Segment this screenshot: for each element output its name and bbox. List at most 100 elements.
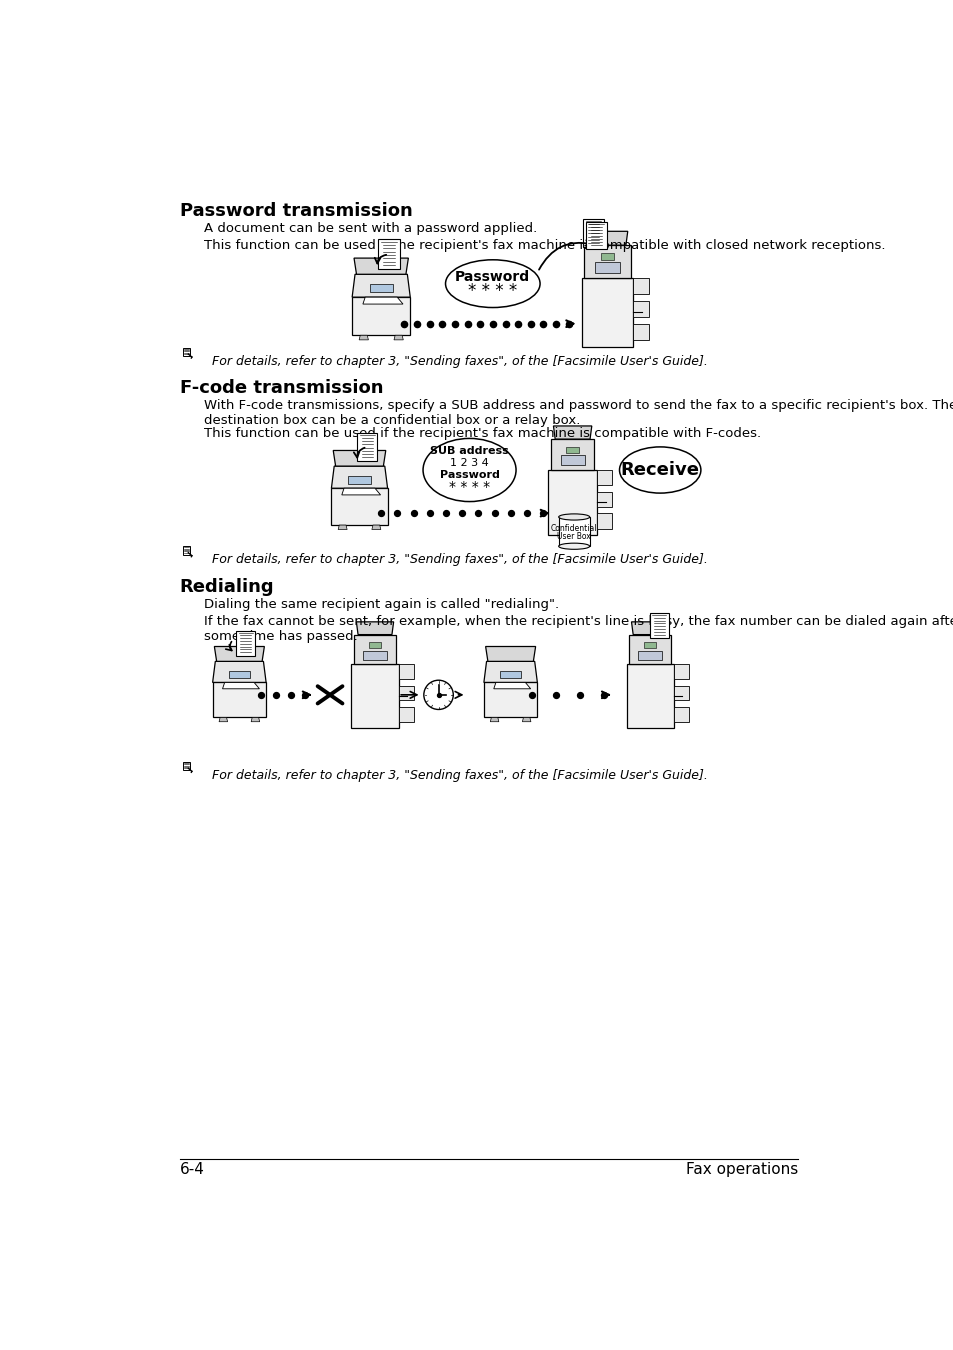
Polygon shape [352, 297, 410, 335]
Polygon shape [358, 335, 368, 340]
Polygon shape [333, 451, 385, 466]
Polygon shape [597, 470, 612, 485]
Polygon shape [222, 682, 259, 688]
Text: Password transmission: Password transmission [179, 202, 412, 220]
FancyBboxPatch shape [595, 262, 619, 273]
Polygon shape [183, 547, 190, 555]
Text: User Box: User Box [557, 532, 591, 541]
Polygon shape [362, 297, 402, 304]
Polygon shape [356, 433, 377, 460]
FancyBboxPatch shape [499, 671, 520, 678]
Text: 1 2 3 4: 1 2 3 4 [450, 458, 488, 468]
Point [431, 684, 446, 706]
Polygon shape [587, 231, 627, 246]
Polygon shape [213, 662, 266, 682]
Polygon shape [550, 439, 594, 470]
Point [548, 313, 563, 335]
Point [486, 502, 501, 524]
Polygon shape [398, 686, 413, 701]
Point [502, 502, 517, 524]
Point [485, 313, 500, 335]
Ellipse shape [558, 543, 589, 549]
Polygon shape [337, 525, 347, 529]
FancyBboxPatch shape [229, 671, 250, 678]
Polygon shape [331, 489, 387, 525]
Text: * * * *: * * * * [468, 282, 517, 300]
Point [470, 502, 485, 524]
Polygon shape [673, 707, 688, 722]
Text: Redialing: Redialing [179, 578, 274, 595]
Text: A document can be sent with a password applied.: A document can be sent with a password a… [204, 221, 537, 235]
Polygon shape [354, 258, 408, 274]
Polygon shape [633, 278, 649, 294]
Polygon shape [597, 513, 612, 529]
Polygon shape [584, 246, 630, 278]
Point [454, 502, 469, 524]
Point [548, 684, 563, 706]
FancyBboxPatch shape [363, 651, 386, 660]
FancyBboxPatch shape [348, 475, 371, 483]
Text: Password: Password [439, 470, 499, 479]
Polygon shape [354, 634, 395, 664]
Point [560, 313, 576, 335]
Point [253, 684, 269, 706]
Polygon shape [626, 664, 673, 728]
Text: For details, refer to chapter 3, "Sending faxes", of the [Facsimile User's Guide: For details, refer to chapter 3, "Sendin… [212, 355, 707, 367]
Text: F-code transmission: F-code transmission [179, 379, 383, 397]
Point [283, 684, 298, 706]
Text: For details, refer to chapter 3, "Sending faxes", of the [Facsimile User's Guide: For details, refer to chapter 3, "Sendin… [212, 554, 707, 566]
Polygon shape [548, 470, 597, 536]
Polygon shape [483, 682, 537, 717]
Point [522, 313, 537, 335]
Ellipse shape [422, 439, 516, 502]
Polygon shape [485, 647, 535, 662]
Point [422, 502, 437, 524]
Polygon shape [633, 324, 649, 340]
Polygon shape [673, 664, 688, 679]
FancyBboxPatch shape [368, 643, 381, 648]
Point [421, 313, 436, 335]
Polygon shape [649, 613, 668, 639]
Polygon shape [490, 717, 498, 722]
Polygon shape [331, 466, 387, 489]
Point [297, 684, 313, 706]
Point [535, 502, 550, 524]
Polygon shape [183, 761, 190, 771]
Polygon shape [553, 427, 591, 439]
Polygon shape [352, 274, 410, 297]
Point [459, 313, 475, 335]
Circle shape [423, 680, 453, 710]
Text: Dialing the same recipient again is called "redialing".: Dialing the same recipient again is call… [204, 598, 559, 610]
Polygon shape [398, 707, 413, 722]
Point [597, 684, 612, 706]
Text: If the fax cannot be sent, for example, when the recipient's line is busy, the f: If the fax cannot be sent, for example, … [204, 614, 953, 643]
Text: 6-4: 6-4 [179, 1162, 204, 1177]
Polygon shape [213, 682, 266, 717]
Polygon shape [251, 717, 259, 722]
Polygon shape [585, 221, 606, 250]
FancyBboxPatch shape [600, 254, 614, 261]
Polygon shape [673, 686, 688, 701]
Point [390, 502, 405, 524]
Ellipse shape [618, 447, 700, 493]
Polygon shape [398, 664, 413, 679]
Point [406, 502, 421, 524]
Text: Password: Password [455, 270, 530, 284]
Point [472, 313, 487, 335]
Text: * * * *: * * * * [449, 481, 490, 494]
Point [524, 684, 539, 706]
Polygon shape [633, 301, 649, 317]
Point [497, 313, 513, 335]
Polygon shape [631, 622, 668, 634]
FancyBboxPatch shape [560, 455, 584, 466]
Text: Receive: Receive [620, 460, 699, 479]
Polygon shape [628, 634, 671, 664]
Point [437, 502, 453, 524]
Text: This function can be used if the recipient's fax machine is compatible with F-co: This function can be used if the recipie… [204, 427, 760, 440]
Point [268, 684, 283, 706]
Point [518, 502, 534, 524]
Point [396, 313, 412, 335]
Polygon shape [522, 717, 531, 722]
Polygon shape [558, 517, 589, 547]
FancyBboxPatch shape [369, 285, 393, 293]
